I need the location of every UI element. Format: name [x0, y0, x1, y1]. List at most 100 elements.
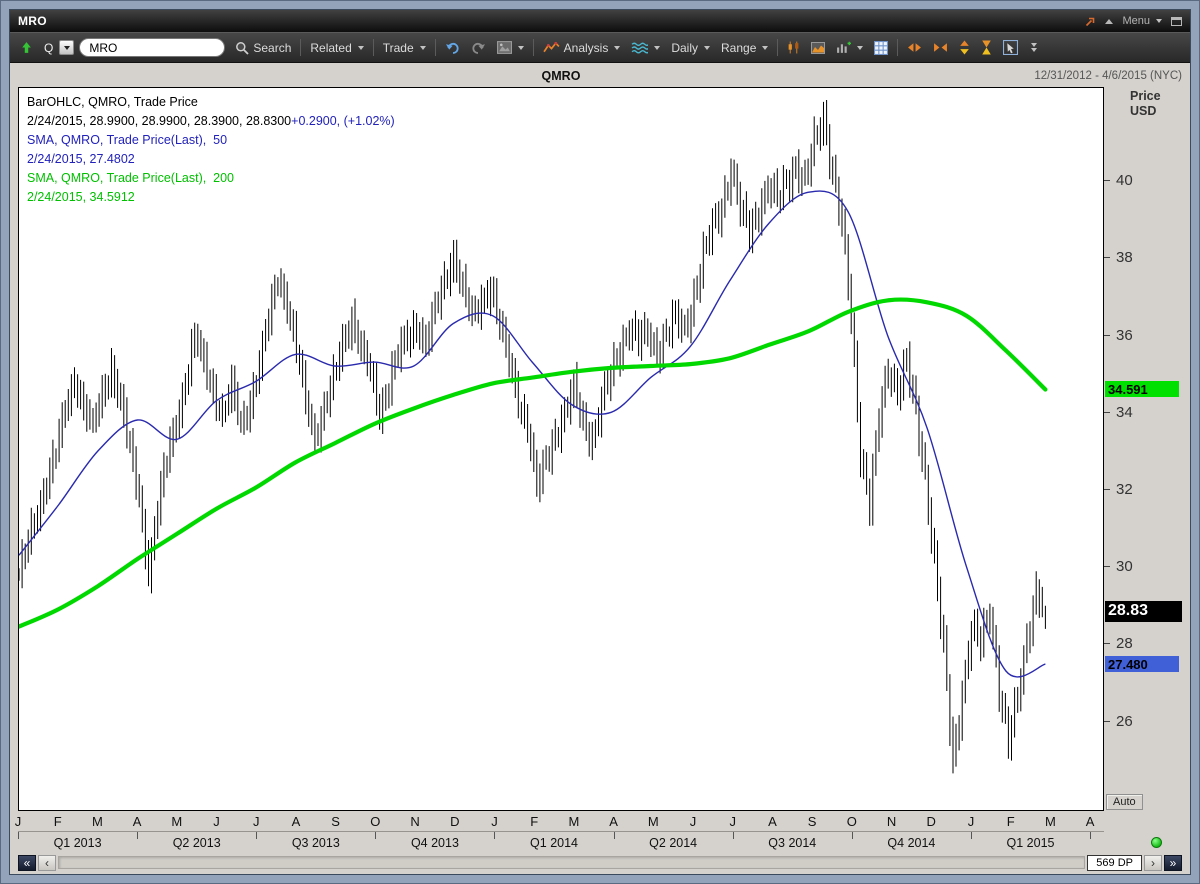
undo-button[interactable]	[440, 37, 465, 59]
chart-type-button[interactable]	[782, 37, 805, 58]
x-axis-quarter-tick	[137, 832, 139, 839]
search-button[interactable]: Search	[230, 37, 296, 59]
search-label: Search	[253, 40, 292, 55]
scroll-far-right-button[interactable]: »	[1164, 854, 1182, 871]
x-axis-month-label: A	[132, 814, 142, 829]
chevron-down-icon	[857, 45, 864, 50]
x-axis-quarter-tick	[1090, 832, 1092, 839]
grid-icon	[874, 40, 889, 55]
daily-menu[interactable]: Daily	[666, 37, 715, 59]
redo-button[interactable]	[466, 37, 491, 59]
related-label: Related	[310, 40, 352, 55]
x-axis-month-label: O	[846, 814, 857, 829]
chart-canvas[interactable]	[19, 88, 1103, 810]
collapse-button[interactable]	[1105, 18, 1114, 24]
x-axis-month-label: F	[530, 814, 539, 829]
title-bar: MRO Menu	[10, 10, 1190, 32]
analysis-menu[interactable]: Analysis	[538, 37, 626, 59]
toolbar-separator	[897, 39, 899, 56]
datapoints-badge: 569 DP	[1087, 854, 1142, 871]
range-menu[interactable]: Range	[716, 37, 773, 59]
price-axis: Price USD Auto 26 28 30 32 34 36 38 40 34.591 28.…	[1104, 87, 1182, 811]
symbol-go-button[interactable]	[15, 37, 38, 58]
expand-vertical-button[interactable]	[954, 36, 975, 59]
y-axis-tick: 38	[1104, 249, 1133, 267]
panel-button[interactable]	[1171, 16, 1182, 26]
trade-label: Trade	[382, 40, 414, 55]
chart-title: QMRO	[541, 69, 581, 83]
snapshot-button[interactable]	[492, 37, 529, 58]
toolbar-separator	[532, 39, 534, 56]
menu-button[interactable]: Menu	[1122, 15, 1162, 27]
trade-menu[interactable]: Trade	[378, 37, 431, 59]
scroll-right-button[interactable]: ›	[1144, 854, 1162, 871]
price-tag: 28.83	[1105, 600, 1182, 622]
x-axis-quarter-tick	[851, 832, 853, 839]
hourglass-icon	[982, 40, 992, 55]
x-axis-quarter-label: Q3 2014	[768, 836, 817, 850]
axis-auto-button[interactable]: Auto	[1106, 794, 1143, 810]
daily-label: Daily	[671, 40, 699, 55]
x-axis-month-label: J	[14, 814, 22, 829]
redo-icon	[472, 42, 485, 54]
area-chart-button[interactable]	[806, 38, 830, 58]
compress-horizontal-button[interactable]	[928, 38, 953, 57]
x-axis-quarter-label: Q1 2013	[53, 836, 102, 850]
symbol-input[interactable]	[79, 38, 226, 57]
x-axis-month-label: D	[926, 814, 936, 829]
x-axis-quarter-tick	[732, 832, 734, 839]
app-frame: MRO Menu Q	[9, 9, 1191, 875]
quote-type-label: Q	[44, 40, 54, 55]
x-axis-month-label: M	[91, 814, 103, 829]
chevron-down-icon	[654, 45, 661, 50]
scrollbar-track[interactable]	[58, 856, 1086, 869]
chevron-down-icon	[517, 45, 524, 50]
waves-icon	[631, 42, 649, 54]
x-axis-month-label: S	[807, 814, 817, 829]
grid-layout-button[interactable]	[869, 37, 893, 59]
y-axis-tick: 30	[1104, 558, 1133, 576]
x-axis-month-label: N	[410, 814, 420, 829]
quote-type-button[interactable]: Q	[39, 37, 58, 59]
related-menu[interactable]: Related	[305, 37, 368, 59]
toolbar-separator	[300, 39, 302, 56]
chart-header: QMRO 12/31/2012 - 4/6/2015 (NYC)	[18, 65, 1182, 87]
toolbar-separator	[372, 39, 374, 56]
y-axis-tick: 32	[1104, 481, 1133, 499]
toolbar-separator	[777, 39, 779, 56]
scroll-far-left-button[interactable]: «	[18, 854, 36, 871]
popout-button[interactable]	[1085, 16, 1096, 27]
x-axis-month-label: F	[1006, 814, 1015, 829]
x-axis-month-label: N	[886, 814, 897, 829]
sma200-line	[19, 297, 1048, 629]
arrows-in-icon	[934, 43, 948, 52]
x-axis-quarter-tick	[613, 832, 615, 839]
time-tool-button[interactable]	[976, 36, 997, 59]
chevron-down-icon	[614, 45, 621, 50]
quote-type-dropdown[interactable]	[59, 40, 75, 55]
crosshair-button[interactable]	[998, 36, 1023, 59]
window-icon	[1171, 16, 1182, 26]
x-axis-month-label: A	[1085, 814, 1095, 829]
main-toolbar: Q Search Related Trade	[10, 32, 1190, 63]
y-axis-tick: 34	[1104, 403, 1133, 421]
analysis-label: Analysis	[563, 40, 609, 55]
x-axis-month-label: J	[729, 814, 736, 829]
price-chart-plot[interactable]: BarOHLC, QMRO, Trade Price 2/24/2015, 28.…	[18, 87, 1104, 811]
expand-horizontal-button[interactable]	[902, 38, 927, 57]
popout-icon	[1086, 17, 1095, 26]
x-axis-month-label: F	[53, 814, 62, 829]
x-axis-quarter-label: Q1 2015	[1006, 836, 1055, 850]
chevron-down-icon	[357, 45, 364, 50]
chevron-down-icon	[63, 45, 70, 50]
chevron-down-icon	[419, 45, 426, 50]
volume-button[interactable]	[831, 37, 868, 58]
scroll-left-button[interactable]: ‹	[38, 854, 56, 871]
patterns-button[interactable]	[626, 37, 665, 58]
more-tools-button[interactable]	[1024, 39, 1042, 56]
arrows-out-icon	[908, 43, 922, 52]
toolbar-separator	[434, 39, 436, 56]
x-axis-quarter-label: Q2 2014	[649, 836, 698, 850]
